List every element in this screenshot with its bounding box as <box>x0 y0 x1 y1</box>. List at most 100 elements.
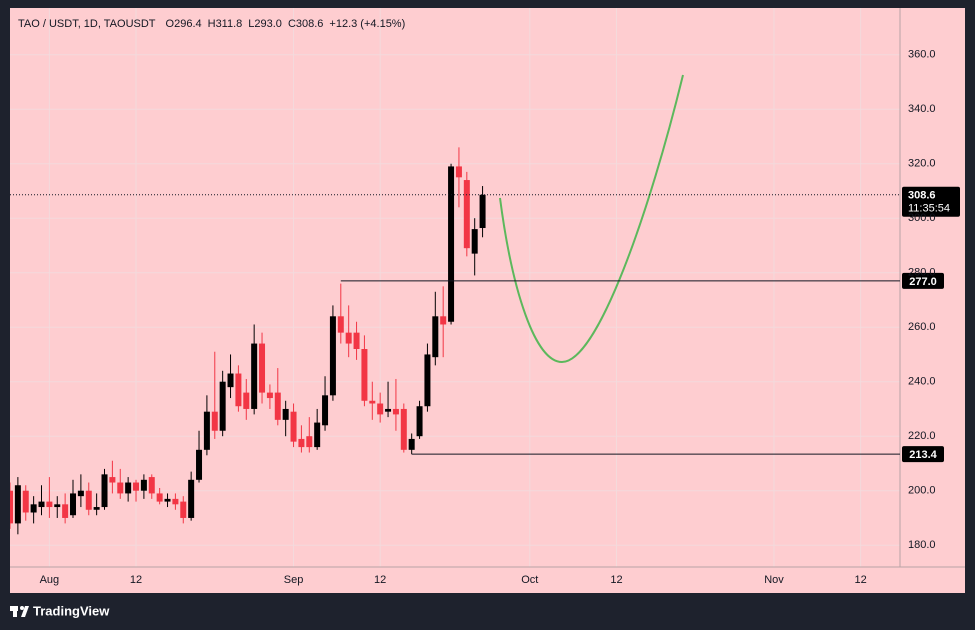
y-tick-label: 360.0 <box>908 49 936 61</box>
candle-body <box>148 477 155 494</box>
candle-body <box>188 479 195 518</box>
candle-body <box>164 498 171 502</box>
y-tick-label: 200.0 <box>908 485 936 497</box>
header-value: C308.6 <box>288 18 323 30</box>
candle-body <box>432 316 439 358</box>
candle-body <box>282 408 289 420</box>
logo-part <box>20 606 24 610</box>
candle-body <box>306 436 313 448</box>
brand: TradingView <box>33 603 110 618</box>
candle-body <box>156 493 163 502</box>
candle-body <box>219 381 226 431</box>
candle-body <box>440 316 447 325</box>
countdown: 11:35:54 <box>908 203 950 215</box>
candle-body <box>369 400 376 404</box>
candle-body <box>424 354 431 407</box>
grid <box>10 8 900 567</box>
candle-body <box>235 373 242 407</box>
candle-body <box>266 392 273 399</box>
candle-body <box>479 194 486 229</box>
x-tick-label: Oct <box>521 574 538 586</box>
candle-body <box>203 411 210 450</box>
candle-body <box>337 316 344 333</box>
header-value: O296.4 <box>166 18 202 30</box>
candle-body <box>259 343 266 393</box>
candle-body <box>10 490 13 524</box>
candle-body <box>227 373 234 388</box>
candle-body <box>385 408 392 412</box>
candle-body <box>322 395 329 426</box>
candle-body <box>416 406 423 437</box>
y-tick-label: 240.0 <box>908 376 936 388</box>
logo-part <box>13 606 17 617</box>
candle-body <box>93 507 100 510</box>
background <box>10 8 965 593</box>
candle-body <box>77 490 84 497</box>
candle-body <box>46 501 53 508</box>
candle-body <box>211 411 218 431</box>
price-label-box <box>902 272 944 289</box>
candle-body <box>109 477 116 483</box>
x-tick-label: Sep <box>284 574 304 586</box>
y-tick-label: 300.0 <box>908 212 936 224</box>
candle-body <box>329 316 336 396</box>
tradingview-logo: TradingView <box>10 603 110 618</box>
x-tick-label: Nov <box>764 574 784 586</box>
candle-body <box>361 349 368 401</box>
y-tick-label: 340.0 <box>908 103 936 115</box>
candle-body <box>463 180 470 249</box>
x-tick-label: 12 <box>610 574 622 586</box>
y-tick-label: 220.0 <box>908 430 936 442</box>
x-tick-label: Aug <box>40 574 60 586</box>
x-tick-label: 12 <box>374 574 386 586</box>
candle-body <box>448 166 455 322</box>
y-tick-label: 320.0 <box>908 158 936 170</box>
candle-body <box>54 504 61 508</box>
candle-body <box>298 438 305 448</box>
header-value: +12.3 (+4.15%) <box>329 18 405 30</box>
last-price-box <box>902 186 960 217</box>
price-label: 213.4 <box>909 449 937 461</box>
candle-body <box>400 408 407 450</box>
candle-body <box>117 482 124 494</box>
price-label: 277.0 <box>909 276 937 288</box>
candle-body <box>408 438 415 450</box>
candle-body <box>471 229 478 254</box>
candle-body <box>85 490 92 510</box>
overlay: 277.0 213.4 308.611:35:54 <box>10 186 960 463</box>
candle-body <box>140 479 147 491</box>
candle-body <box>274 392 281 420</box>
candle-body <box>314 422 321 448</box>
candle-body <box>196 449 203 480</box>
plot <box>10 147 486 535</box>
candle-body <box>251 343 258 409</box>
candle-body <box>172 498 179 505</box>
candle-body <box>353 332 360 349</box>
candle-body <box>38 501 45 508</box>
logo-part <box>21 606 29 617</box>
candle-body <box>30 504 37 513</box>
candle-body <box>14 485 21 524</box>
candle-body <box>290 411 297 442</box>
chart-title: TAO / USDT, 1D, TAOUSDT <box>18 18 156 30</box>
candle-body <box>180 501 187 518</box>
projection-curve <box>499 74 684 364</box>
candle-body <box>133 482 140 491</box>
candle-body <box>377 403 384 415</box>
candle-body <box>125 482 132 494</box>
candle-body <box>62 504 69 518</box>
y-tick-label: 280.0 <box>908 267 936 279</box>
candle-body <box>70 493 77 516</box>
x-tick-label: 12 <box>130 574 142 586</box>
price-label-box <box>902 446 944 463</box>
candle-body <box>392 408 399 415</box>
y-tick-label: 260.0 <box>908 321 936 333</box>
last-price-label: 308.6 <box>908 190 936 202</box>
candle-body <box>22 490 29 513</box>
candle-body <box>243 392 250 409</box>
header-value: H311.8 <box>208 18 243 30</box>
header-value: L293.0 <box>248 18 282 30</box>
candle-body <box>101 474 108 508</box>
candle-body <box>345 332 352 344</box>
